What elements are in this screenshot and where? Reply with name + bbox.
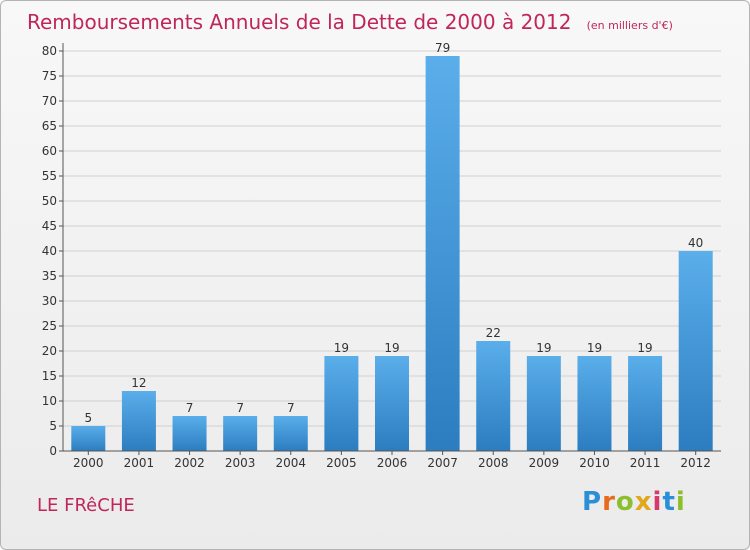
x-tick-label-2005: 2005 [326, 456, 357, 470]
y-tick-label: 5 [49, 419, 57, 433]
y-tick-label: 80 [42, 44, 57, 58]
chart-unit: (en milliers d'€) [586, 19, 673, 32]
y-tick-label: 0 [49, 444, 57, 458]
y-tick-label: 65 [42, 119, 57, 133]
y-tick-label: 15 [42, 369, 57, 383]
data-label-2001: 12 [131, 376, 146, 390]
bar-2000 [71, 426, 106, 451]
data-label-2012: 40 [688, 236, 703, 250]
data-label-2011: 19 [637, 341, 652, 355]
bar-2006 [375, 356, 409, 451]
y-tick-label: 55 [42, 169, 57, 183]
data-label-2002: 7 [186, 401, 194, 415]
y-tick-label: 25 [42, 319, 57, 333]
x-tick-label-2011: 2011 [630, 456, 661, 470]
y-tick-label: 30 [42, 294, 57, 308]
bar-2002 [172, 416, 207, 451]
x-tick-label-2008: 2008 [478, 456, 509, 470]
x-tick-label-2000: 2000 [73, 456, 104, 470]
data-label-2004: 7 [287, 401, 295, 415]
bar-2009 [526, 356, 561, 451]
y-tick-label: 60 [42, 144, 57, 158]
y-tick-label: 50 [42, 194, 57, 208]
x-tick-label-2012: 2012 [680, 456, 711, 470]
bar-2012 [678, 251, 713, 451]
x-tick-label-2001: 2001 [124, 456, 155, 470]
bar-2003 [223, 416, 258, 451]
data-label-2009: 19 [536, 341, 551, 355]
bar-2010 [577, 356, 612, 451]
chart-title: Remboursements Annuels de la Dette de 20… [27, 10, 572, 34]
chart-title-row: Remboursements Annuels de la Dette de 20… [27, 10, 673, 34]
x-tick-label-2006: 2006 [377, 456, 408, 470]
x-tick-label-2002: 2002 [174, 456, 205, 470]
data-label-2006: 19 [384, 341, 399, 355]
data-label-2008: 22 [486, 326, 501, 340]
bar-2005 [324, 356, 359, 451]
y-tick-label: 20 [42, 344, 57, 358]
data-label-2007: 79 [435, 41, 450, 55]
y-tick-label: 40 [42, 244, 57, 258]
x-tick-label-2010: 2010 [579, 456, 610, 470]
x-tick-label-2007: 2007 [427, 456, 458, 470]
data-label-2000: 5 [84, 411, 92, 425]
x-tick-label-2009: 2009 [529, 456, 560, 470]
y-tick-label: 70 [42, 94, 57, 108]
y-tick-label: 10 [42, 394, 57, 408]
bar-2007 [425, 56, 460, 451]
data-label-2005: 19 [334, 341, 349, 355]
y-tick-label: 75 [42, 69, 57, 83]
bar-2001 [121, 391, 156, 451]
x-tick-label-2003: 2003 [225, 456, 256, 470]
bar-2011 [628, 356, 663, 451]
bar-2008 [476, 341, 511, 451]
commune-name: LE FRêCHE [37, 495, 135, 516]
bar-2004 [273, 416, 308, 451]
y-tick-label: 35 [42, 269, 57, 283]
proxiti-logo[interactable]: Proxiti [582, 487, 686, 517]
data-label-2010: 19 [587, 341, 602, 355]
x-tick-label-2004: 2004 [275, 456, 306, 470]
data-label-2003: 7 [236, 401, 244, 415]
bar-layer: 5 12 7 7 7 19 19 79 22 19 19 19 40 [71, 41, 713, 451]
y-tick-label: 45 [42, 219, 57, 233]
